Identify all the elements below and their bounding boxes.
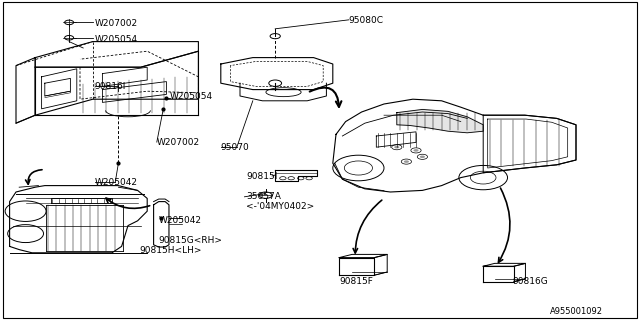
Text: <-'04MY0402>: <-'04MY0402>: [246, 202, 315, 211]
Text: 90815H<LH>: 90815H<LH>: [140, 246, 202, 255]
Text: 35057A: 35057A: [246, 192, 281, 201]
Text: W207002: W207002: [95, 19, 138, 28]
Text: 90815F: 90815F: [339, 277, 373, 286]
Text: W205054: W205054: [95, 35, 138, 44]
Text: W207002: W207002: [157, 138, 200, 147]
Circle shape: [270, 34, 280, 39]
Polygon shape: [397, 109, 483, 133]
Text: 95080C: 95080C: [349, 16, 384, 25]
Text: A955001092: A955001092: [550, 308, 604, 316]
Text: W205042: W205042: [95, 178, 138, 187]
Circle shape: [394, 146, 399, 148]
Circle shape: [420, 156, 425, 158]
Circle shape: [404, 160, 409, 163]
Text: 90815G<RH>: 90815G<RH>: [159, 236, 223, 245]
Text: 90816G: 90816G: [512, 277, 548, 286]
Text: 90816I: 90816I: [95, 82, 126, 91]
Circle shape: [413, 149, 419, 152]
Text: 95070: 95070: [221, 143, 250, 152]
Text: 90815I: 90815I: [246, 172, 278, 180]
Text: W205054: W205054: [170, 92, 212, 100]
Text: W205042: W205042: [159, 216, 202, 225]
